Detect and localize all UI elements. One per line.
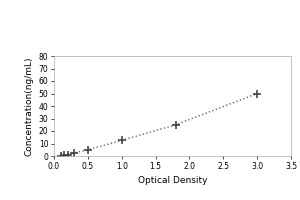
X-axis label: Optical Density: Optical Density xyxy=(138,176,207,185)
Y-axis label: Concentration(ng/mL): Concentration(ng/mL) xyxy=(24,56,33,156)
